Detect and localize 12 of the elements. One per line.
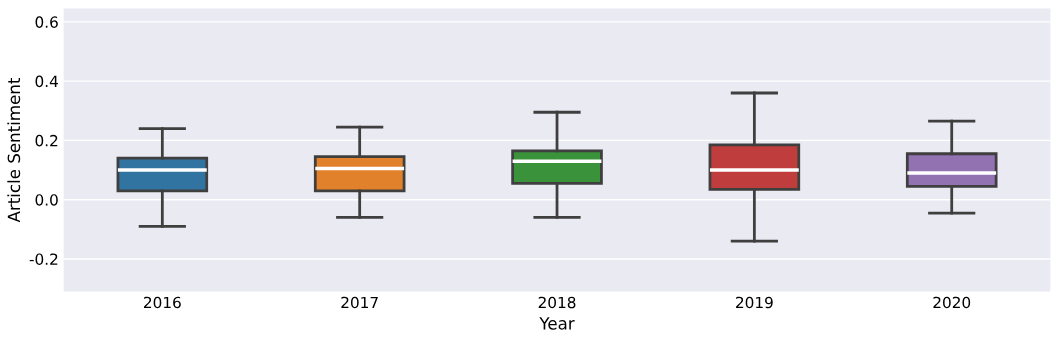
x-tick-label: 2018	[538, 296, 576, 309]
y-tick-label: 0.2	[35, 134, 58, 147]
x-axis-title: Year	[539, 317, 575, 330]
x-tick-label: 2020	[933, 296, 971, 309]
x-tick-label: 2016	[144, 296, 181, 309]
y-tick-label: 0.0	[35, 194, 58, 206]
y-axis-title: Article Sentiment	[7, 77, 21, 223]
x-tick-label: 2017	[341, 296, 378, 309]
y-tick-label: 0.6	[35, 16, 58, 28]
y-tick-label: -0.2	[29, 253, 58, 265]
y-tick-label: 0.4	[35, 75, 58, 88]
x-tick-label: 2019	[736, 296, 773, 309]
